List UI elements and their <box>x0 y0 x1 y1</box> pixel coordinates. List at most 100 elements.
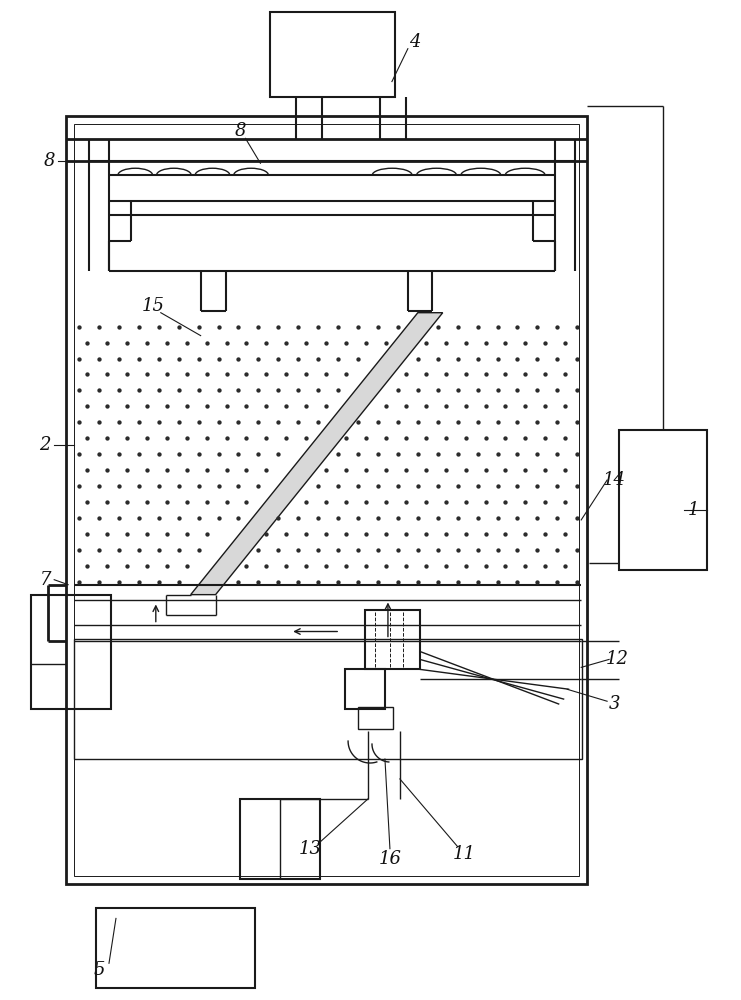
Point <box>420 366 432 382</box>
Point <box>539 335 551 351</box>
Point <box>121 462 133 478</box>
Point <box>459 462 471 478</box>
Point <box>93 542 105 558</box>
Point <box>452 319 464 335</box>
Point <box>201 494 213 510</box>
Point <box>320 335 332 351</box>
Point <box>511 414 523 430</box>
Point <box>380 398 392 414</box>
Point <box>113 574 125 590</box>
Point <box>280 526 292 542</box>
Point <box>360 335 372 351</box>
Text: 15: 15 <box>142 297 165 315</box>
Point <box>400 462 412 478</box>
Text: 16: 16 <box>379 850 402 868</box>
Point <box>233 446 245 462</box>
Point <box>193 478 205 494</box>
Point <box>221 366 233 382</box>
Point <box>141 398 153 414</box>
Point <box>201 366 213 382</box>
Point <box>432 351 444 367</box>
Point <box>312 382 324 398</box>
Point <box>73 574 85 590</box>
Point <box>332 351 344 367</box>
Point <box>472 510 484 526</box>
Bar <box>358 707 393 729</box>
Point <box>571 478 583 494</box>
Point <box>101 526 113 542</box>
Point <box>320 494 332 510</box>
Point <box>233 574 245 590</box>
Point <box>559 430 571 446</box>
Point <box>273 510 285 526</box>
Point <box>531 510 543 526</box>
Point <box>519 558 531 574</box>
Point <box>221 462 233 478</box>
Point <box>539 430 551 446</box>
Point <box>161 558 173 574</box>
Point <box>539 494 551 510</box>
Point <box>459 430 471 446</box>
Point <box>440 398 452 414</box>
Point <box>253 414 265 430</box>
Point <box>420 462 432 478</box>
Point <box>571 414 583 430</box>
Point <box>173 319 185 335</box>
Point <box>121 494 133 510</box>
Point <box>571 351 583 367</box>
Point <box>511 319 523 335</box>
Point <box>93 446 105 462</box>
Point <box>181 462 193 478</box>
Point <box>571 446 583 462</box>
Point <box>400 494 412 510</box>
Point <box>153 351 165 367</box>
Point <box>233 351 245 367</box>
Point <box>479 430 491 446</box>
Point <box>511 478 523 494</box>
Point <box>113 351 125 367</box>
Point <box>412 510 424 526</box>
Point <box>551 351 563 367</box>
Point <box>113 414 125 430</box>
Point <box>213 478 225 494</box>
Text: 7: 7 <box>39 571 51 589</box>
Point <box>372 542 384 558</box>
Point <box>113 542 125 558</box>
Bar <box>74 124 579 876</box>
Point <box>141 558 153 574</box>
Point <box>173 382 185 398</box>
Point <box>253 351 265 367</box>
Point <box>352 542 364 558</box>
Point <box>360 494 372 510</box>
Point <box>392 478 404 494</box>
Point <box>479 558 491 574</box>
Point <box>340 430 352 446</box>
Point <box>253 382 265 398</box>
Point <box>312 414 324 430</box>
Point <box>293 574 305 590</box>
Point <box>412 414 424 430</box>
Point <box>173 574 185 590</box>
Point <box>571 319 583 335</box>
Point <box>531 478 543 494</box>
Point <box>380 430 392 446</box>
Point <box>432 542 444 558</box>
Point <box>332 574 344 590</box>
Point <box>153 574 165 590</box>
Point <box>312 319 324 335</box>
Point <box>320 398 332 414</box>
Point <box>73 478 85 494</box>
Point <box>452 414 464 430</box>
Point <box>153 510 165 526</box>
Point <box>320 526 332 542</box>
Point <box>332 319 344 335</box>
Point <box>181 526 193 542</box>
Point <box>491 446 503 462</box>
Point <box>551 446 563 462</box>
Point <box>519 430 531 446</box>
Bar <box>241 799 320 879</box>
Point <box>141 462 153 478</box>
Point <box>332 478 344 494</box>
Point <box>531 414 543 430</box>
Point <box>491 510 503 526</box>
